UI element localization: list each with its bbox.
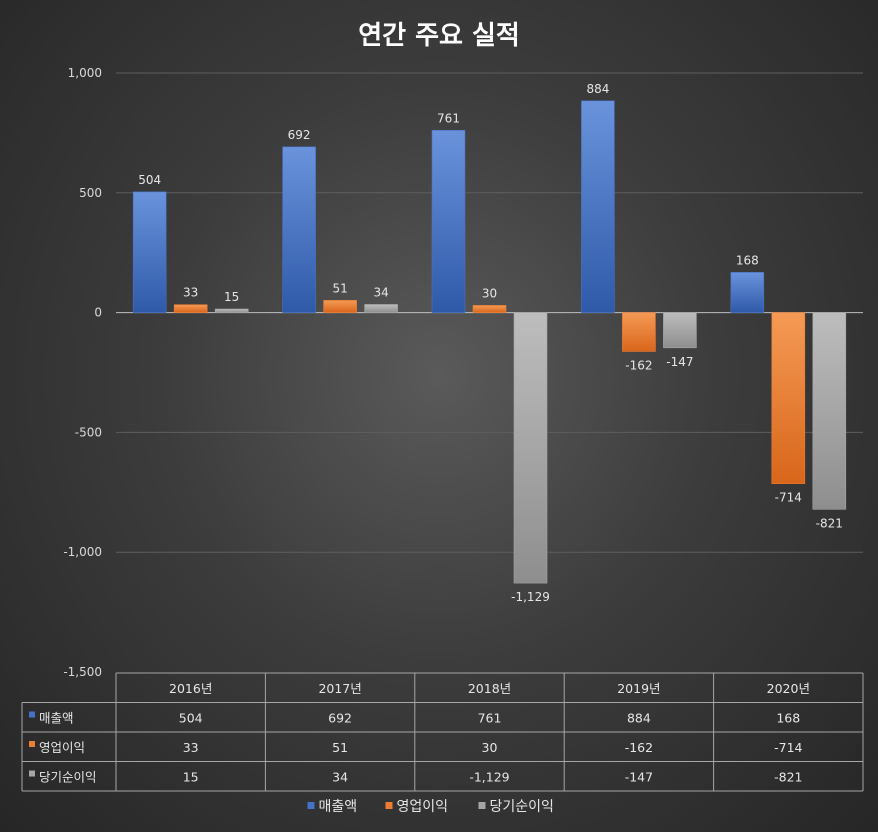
data-label: 884	[586, 82, 609, 96]
table-cell: 168	[776, 710, 800, 725]
data-label: 34	[373, 285, 388, 299]
data-label: -714	[775, 491, 802, 505]
table-header-cell: 2016년	[169, 681, 212, 696]
table-cell: 761	[478, 710, 502, 725]
legend-swatch	[385, 802, 393, 809]
table-header-cell: 2017년	[318, 681, 361, 696]
table-header-cell: 2019년	[617, 681, 660, 696]
data-label: 761	[437, 111, 460, 125]
bar	[771, 312, 806, 484]
bar	[581, 100, 615, 313]
table-cell: 33	[183, 740, 199, 755]
legend-item: 영업이익	[397, 799, 449, 815]
y-tick-label: -1,500	[63, 665, 102, 679]
y-tick-label: -500	[75, 425, 102, 439]
data-label: -821	[816, 516, 843, 530]
legend-swatch	[307, 802, 315, 809]
bars	[132, 100, 847, 584]
legend-item: 매출액	[319, 799, 358, 815]
table-cell: 884	[627, 710, 651, 725]
y-axis: 1,000 500 0 -500 -1,000 -1,500	[63, 66, 102, 679]
bar	[364, 304, 398, 313]
bar	[812, 312, 847, 510]
y-tick-label: 1,000	[68, 66, 102, 80]
data-label: 33	[183, 286, 198, 300]
data-label: 30	[482, 286, 497, 300]
data-label: 15	[224, 290, 239, 304]
data-label: 692	[288, 128, 311, 142]
bar	[472, 305, 507, 313]
legend-swatch	[478, 802, 486, 809]
table-cell: 51	[332, 740, 348, 755]
table-cell: -147	[625, 769, 653, 784]
legend-item: 당기순이익	[490, 799, 554, 815]
bar	[214, 308, 249, 313]
table-row-label: 매출액	[39, 710, 74, 725]
table-row-label: 영업이익	[39, 740, 85, 755]
bar	[132, 191, 167, 313]
data-label: -162	[625, 358, 652, 372]
data-label: 504	[138, 173, 161, 187]
bar	[323, 300, 357, 313]
data-label: 168	[736, 253, 759, 267]
bar	[622, 312, 656, 352]
chart-title: 연간 주요 실적	[358, 21, 520, 51]
table-row-label: 당기순이익	[39, 769, 97, 784]
table-row-key-swatch	[29, 741, 35, 747]
table-header-cell: 2020년	[767, 681, 810, 696]
table-header-cell: 2018년	[468, 681, 511, 696]
table-cell: -162	[625, 740, 653, 755]
data-label: -147	[666, 355, 693, 369]
bar	[173, 304, 208, 313]
table-cell: 34	[332, 769, 348, 784]
bar	[282, 146, 316, 313]
data-label: 51	[332, 281, 347, 295]
table-cell: 30	[482, 740, 498, 755]
y-tick-label: 0	[94, 306, 102, 320]
table-cell: 15	[183, 769, 199, 784]
bar	[730, 272, 765, 313]
bar	[431, 129, 466, 313]
y-tick-label: 500	[79, 186, 102, 200]
table-cell: 504	[179, 710, 203, 725]
table-cell: -714	[774, 740, 802, 755]
table-row-key-swatch	[29, 770, 35, 777]
bar	[513, 312, 548, 584]
data-labels: 504 692 761 884 168 33 51 30 -162 -714 15 34 -1,129 -…	[138, 82, 843, 604]
table-cell: 692	[328, 710, 352, 725]
y-tick-label: -1,000	[63, 545, 102, 559]
bar	[663, 312, 697, 349]
table-cell: -1,129	[469, 769, 509, 784]
table-row-key-swatch	[29, 711, 35, 718]
data-label: -1,129	[511, 590, 550, 604]
table-cell: -821	[774, 769, 802, 784]
legend: 매출액 영업이익 당기순이익	[307, 799, 554, 815]
